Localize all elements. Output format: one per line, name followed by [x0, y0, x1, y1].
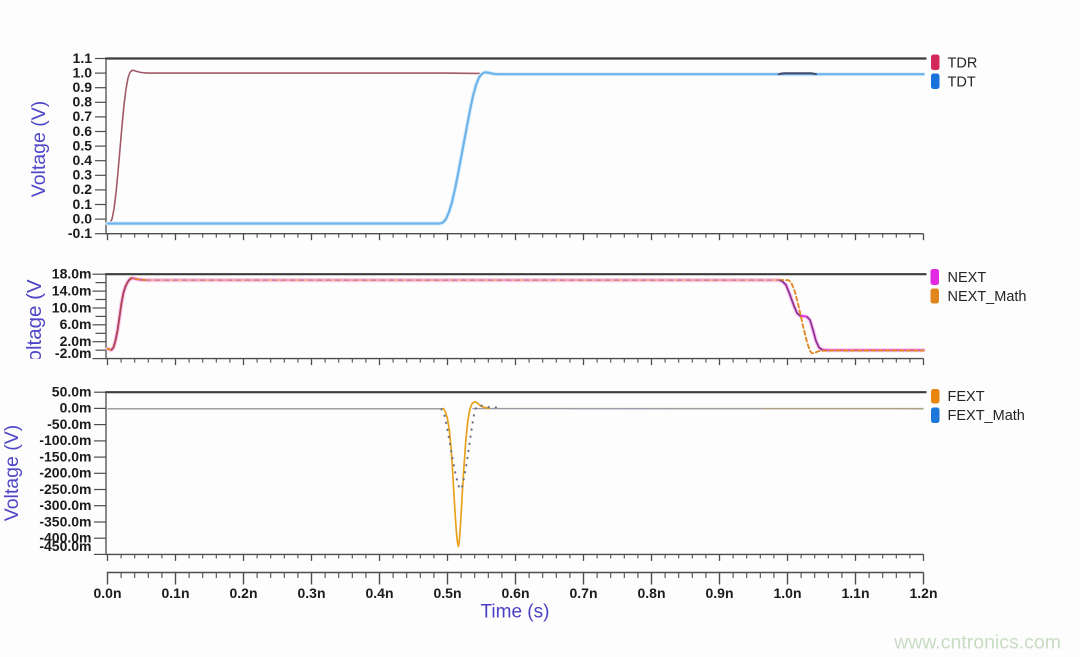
- svg-text:Voltage (V: Voltage (V: [23, 279, 46, 374]
- svg-text:0.3: 0.3: [73, 167, 93, 183]
- svg-text:1.2n: 1.2n: [909, 585, 937, 601]
- svg-text:0.0n: 0.0n: [93, 585, 121, 601]
- svg-text:10.0m: 10.0m: [52, 299, 92, 315]
- svg-text:14.0m: 14.0m: [52, 282, 92, 298]
- svg-text:1.0: 1.0: [73, 64, 93, 80]
- svg-text:TDR: TDR: [948, 56, 978, 72]
- svg-text:2.0m: 2.0m: [60, 333, 92, 349]
- svg-text:0.7n: 0.7n: [569, 585, 597, 601]
- svg-text:-200.0m: -200.0m: [39, 465, 91, 481]
- svg-text:1.1n: 1.1n: [841, 585, 869, 601]
- svg-text:Voltage (V): Voltage (V): [1, 425, 23, 521]
- svg-text:0.1n: 0.1n: [161, 585, 189, 601]
- svg-text:0.2: 0.2: [73, 181, 93, 197]
- svg-text:0.0: 0.0: [73, 210, 93, 226]
- svg-text:TDT: TDT: [948, 75, 976, 91]
- svg-text:NEXT_Math: NEXT_Math: [948, 289, 1027, 305]
- svg-text:0.8n: 0.8n: [637, 585, 665, 601]
- svg-text:NEXT: NEXT: [948, 270, 987, 286]
- svg-text:6.0m: 6.0m: [60, 316, 92, 332]
- svg-text:-350.0m: -350.0m: [39, 513, 91, 529]
- svg-text:0.3n: 0.3n: [297, 585, 325, 601]
- svg-text:0.1: 0.1: [73, 196, 93, 212]
- svg-text:-300.0m: -300.0m: [39, 497, 91, 513]
- svg-text:FEXT: FEXT: [948, 389, 985, 405]
- svg-text:0.4n: 0.4n: [365, 585, 393, 601]
- svg-text:0.6n: 0.6n: [501, 585, 529, 601]
- svg-text:0.9n: 0.9n: [705, 585, 733, 601]
- svg-text:Time (s): Time (s): [481, 602, 550, 623]
- svg-text:0.5n: 0.5n: [433, 585, 461, 601]
- svg-text:0.2n: 0.2n: [229, 585, 257, 601]
- svg-text:50.0m: 50.0m: [52, 384, 92, 400]
- svg-text:-250.0m: -250.0m: [39, 481, 91, 497]
- svg-text:1.0n: 1.0n: [773, 585, 801, 601]
- svg-text:www.cntronics.com: www.cntronics.com: [893, 632, 1061, 654]
- svg-text:0.0m: 0.0m: [60, 400, 92, 416]
- svg-text:0.8: 0.8: [73, 94, 93, 110]
- svg-text:-100.0m: -100.0m: [39, 432, 91, 448]
- svg-text:FEXT_Math: FEXT_Math: [948, 408, 1025, 424]
- svg-text:-0.1: -0.1: [68, 225, 92, 241]
- svg-text:18.0m: 18.0m: [52, 266, 92, 282]
- svg-text:0.4: 0.4: [73, 152, 93, 168]
- svg-text:-50.0m: -50.0m: [47, 416, 91, 432]
- svg-text:-400.0m: -400.0m: [39, 530, 91, 546]
- svg-text:1.1: 1.1: [73, 50, 93, 66]
- svg-text:-450.0m: -450.0m: [39, 538, 91, 554]
- svg-text:-150.0m: -150.0m: [39, 448, 91, 464]
- svg-text:0.9: 0.9: [73, 79, 93, 95]
- svg-text:Voltage (V): Voltage (V): [28, 101, 50, 197]
- svg-text:0.7: 0.7: [73, 108, 93, 124]
- svg-text:0.5: 0.5: [73, 137, 93, 153]
- svg-text:-2.0m: -2.0m: [55, 345, 92, 361]
- svg-text:0.6: 0.6: [73, 123, 93, 139]
